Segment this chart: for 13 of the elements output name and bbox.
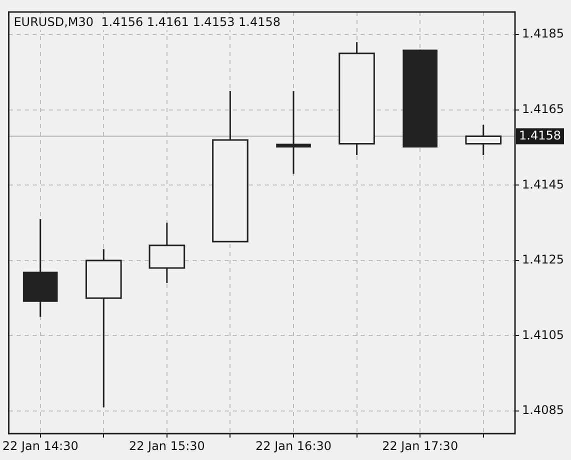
ref-line-label: 1.4158: [519, 128, 562, 142]
y-tick-label: 1.4085: [522, 403, 564, 418]
candlestick: [276, 90, 311, 175]
x-tick-label: 22 Jan 17:30: [382, 438, 458, 453]
y-tick-label: 1.4145: [522, 177, 564, 192]
x-tick-label: 22 Jan 15:30: [128, 438, 205, 453]
y-tick-label: 1.4125: [522, 252, 564, 267]
x-tick-label: 22 Jan 14:30: [2, 438, 78, 453]
x-tick-label: 22 Jan 16:30: [256, 438, 332, 453]
y-tick-label: 1.4185: [522, 26, 564, 41]
y-tick-label: 1.4165: [522, 102, 564, 116]
y-tick-label: 1.4105: [522, 328, 564, 342]
chart-title: EURUSD,M30 1.4156 1.4161 1.4153 1.4158: [14, 15, 281, 30]
